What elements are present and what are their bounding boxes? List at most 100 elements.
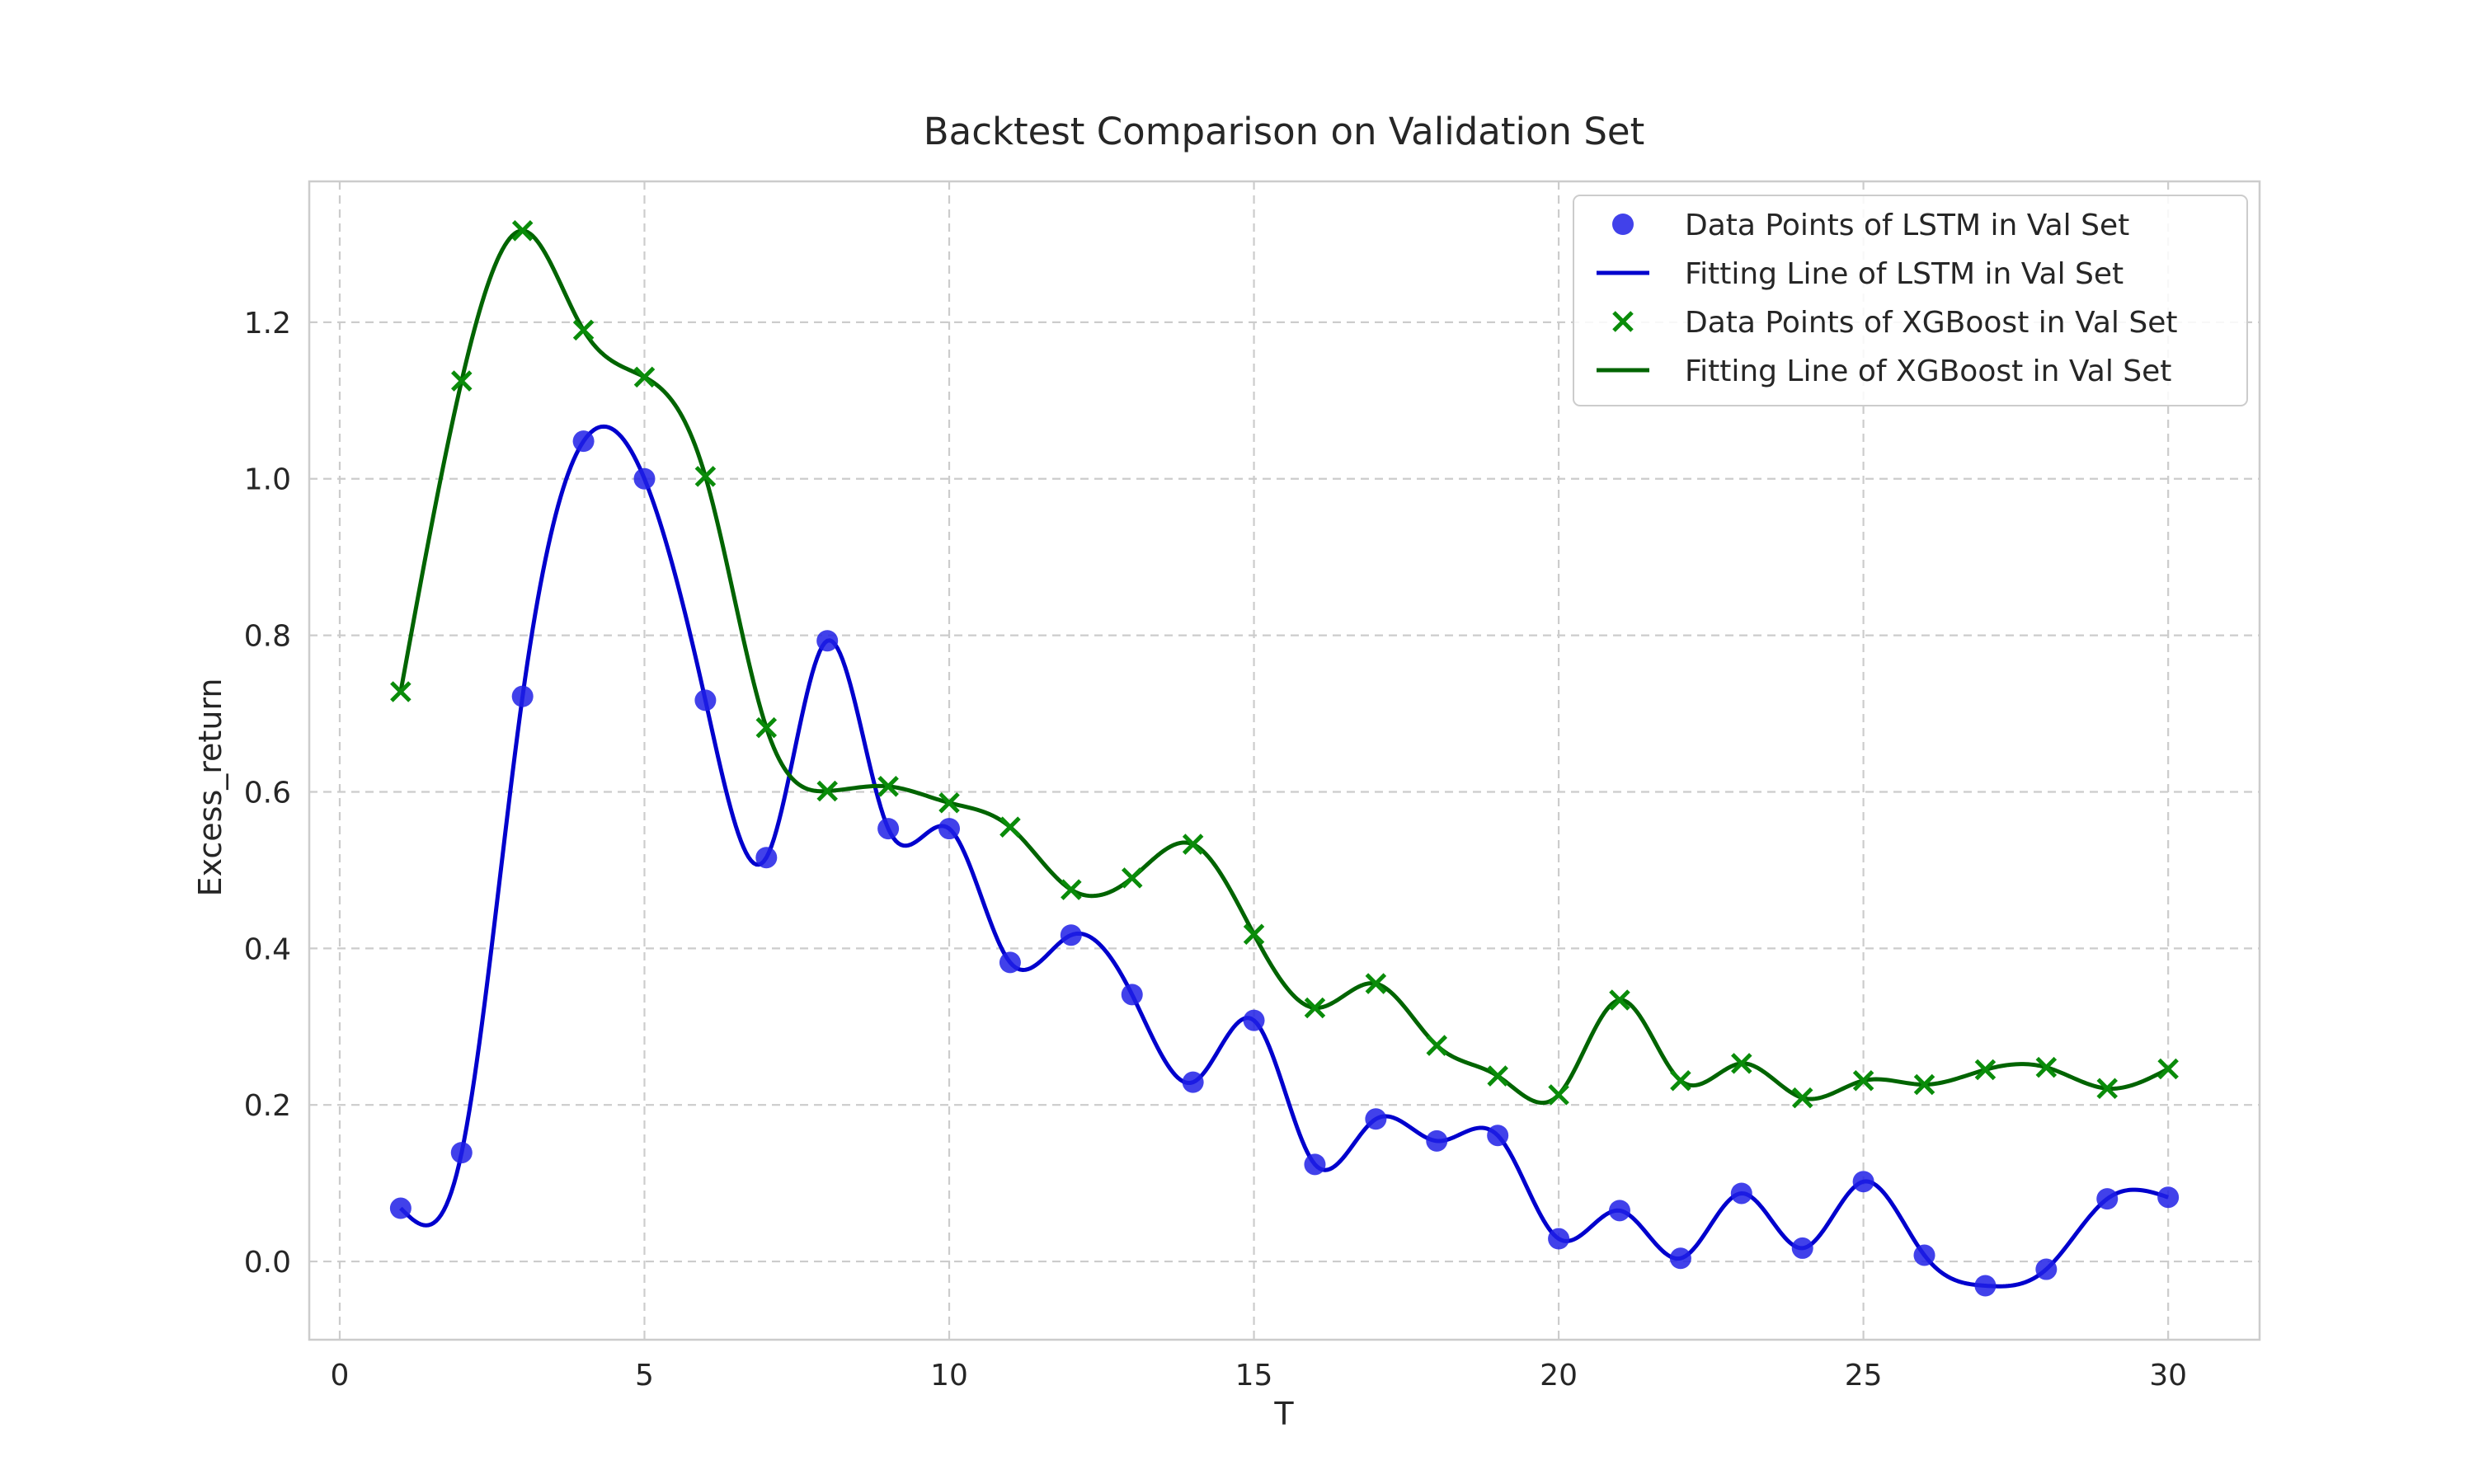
x-marker-stroke xyxy=(1791,1087,1813,1109)
data-points-of-lstm-in-val-set-point xyxy=(1730,1182,1752,1205)
legend-entry-label: Data Points of XGBoost in Val Set xyxy=(1685,306,2177,340)
data-points-of-lstm-in-val-set-point xyxy=(755,847,778,869)
data-points-of-lstm-in-val-set-point xyxy=(1182,1071,1204,1093)
data-points-of-lstm-in-val-set-point xyxy=(572,430,595,453)
data-points-of-lstm-in-val-set-point xyxy=(694,689,717,711)
x-marker-stroke xyxy=(2096,1078,2119,1100)
x-marker-stroke xyxy=(1487,1065,1508,1087)
data-points-of-xgboost-in-val-set-point xyxy=(511,220,534,242)
data-points-of-lstm-in-val-set-point xyxy=(938,818,961,840)
x-marker-stroke xyxy=(1974,1059,1997,1081)
data-points-of-xgboost-in-val-set-point xyxy=(1974,1059,1997,1081)
data-points-of-lstm-in-val-set-point xyxy=(450,1142,473,1164)
data-points-of-lstm-in-val-set-point xyxy=(1304,1153,1326,1176)
x-tick-labels: 0 5 10 15 20 25 30 xyxy=(331,1359,2188,1392)
plot-frame xyxy=(308,180,2261,1341)
data-points-of-xgboost-in-val-set-point xyxy=(1365,973,1387,994)
data-points-of-lstm-in-val-set-point xyxy=(1060,924,1082,946)
x-tick-label: 25 xyxy=(1845,1359,1883,1392)
x-marker-stroke xyxy=(877,776,899,797)
data-points-of-lstm-in-val-set-point xyxy=(2035,1258,2058,1280)
data-points-of-lstm-in-val-set-point xyxy=(877,818,900,840)
y-axis-label: Excess_return xyxy=(192,679,228,897)
x-marker-stroke xyxy=(938,791,960,814)
x-tick-label: 30 xyxy=(2149,1359,2187,1392)
x-marker-stroke xyxy=(390,681,412,702)
data-points-of-xgboost-in-val-set-point xyxy=(1731,1053,1752,1074)
x-marker-stroke xyxy=(1609,989,1630,1011)
data-points-of-xgboost-in-val-set-point xyxy=(633,366,656,388)
y-tick-label: 0.4 xyxy=(244,932,291,966)
x-tick-label: 10 xyxy=(930,1359,968,1392)
y-tick-labels: 0.0 0.2 0.4 0.6 0.8 1.0 1.2 xyxy=(244,307,291,1280)
data-points-of-xgboost-in-val-set-point xyxy=(1913,1073,1935,1096)
x-marker-stroke xyxy=(2157,1058,2179,1080)
legend-entry-label: Fitting Line of XGBoost in Val Set xyxy=(1685,355,2171,388)
data-points-of-xgboost-in-val-set-point xyxy=(877,776,899,797)
x-marker-stroke xyxy=(1852,1070,1874,1092)
y-tick-label: 0.6 xyxy=(244,776,291,810)
data-points-of-xgboost-in-val-set-point xyxy=(2096,1078,2119,1100)
x-marker-stroke xyxy=(1061,879,1082,900)
data-points-of-xgboost-in-val-set-point xyxy=(1182,834,1204,855)
data-points-of-xgboost-in-val-set-point xyxy=(2157,1058,2179,1080)
data-points-of-xgboost-in-val-set-point xyxy=(450,370,473,392)
x-marker-stroke xyxy=(2035,1056,2058,1078)
data-points-of-xgboost-in-val-set-point xyxy=(1852,1070,1874,1092)
data-points-of-xgboost-in-val-set-point xyxy=(1304,997,1326,1019)
data-points-of-xgboost-in-val-set-point xyxy=(1487,1065,1508,1087)
data-points-of-lstm-in-val-set-point xyxy=(1974,1275,1997,1297)
data-points-of-lstm-in-val-set-point xyxy=(389,1197,412,1219)
data-points-of-xgboost-in-val-set-point xyxy=(2035,1056,2058,1078)
data-points-of-lstm-in-val-set-point xyxy=(511,685,534,707)
legend-entry-label: Fitting Line of LSTM in Val Set xyxy=(1685,257,2124,291)
x-tick-label: 5 xyxy=(635,1359,654,1392)
data-points-of-lstm-in-val-set-point xyxy=(1243,1009,1265,1031)
x-tick-label: 0 xyxy=(331,1359,350,1392)
x-marker-stroke xyxy=(1121,867,1143,889)
data-points-of-xgboost-in-val-set-point xyxy=(1670,1070,1691,1092)
y-tick-label: 0.0 xyxy=(244,1246,291,1280)
data-points-of-xgboost-in-val-set-point xyxy=(1061,879,1082,900)
y-tick-label: 0.8 xyxy=(244,620,291,654)
legend-marker-swatch xyxy=(1612,214,1634,235)
legend: Data Points of LSTM in Val Set Fitting Li… xyxy=(1573,195,2248,406)
x-marker-stroke xyxy=(1612,311,1634,332)
data-points-of-xgboost-in-val-set-point xyxy=(755,716,778,739)
y-tick-label: 1.0 xyxy=(244,463,291,497)
data-points-of-lstm-in-val-set-point xyxy=(999,951,1021,974)
legend-entry-label: Data Points of LSTM in Val Set xyxy=(1685,209,2129,242)
x-marker-stroke xyxy=(1426,1035,1448,1056)
x-marker-stroke xyxy=(450,370,473,392)
data-points-of-xgboost-in-val-set-point xyxy=(1121,867,1143,889)
data-points-of-xgboost-in-val-set-point xyxy=(816,780,838,802)
x-marker-stroke xyxy=(816,780,838,802)
y-tick-label: 0.2 xyxy=(244,1089,291,1123)
series-layer xyxy=(389,220,2180,1297)
x-marker-stroke xyxy=(572,319,595,341)
chart-title: Backtest Comparison on Validation Set xyxy=(924,110,1644,153)
data-points-of-lstm-in-val-set-point xyxy=(2096,1188,2119,1210)
data-points-of-xgboost-in-val-set-point xyxy=(390,681,412,702)
x-marker-stroke xyxy=(633,366,656,388)
data-points-of-lstm-in-val-set-point xyxy=(1669,1247,1691,1270)
x-axis-label: T xyxy=(1273,1396,1294,1432)
data-points-of-lstm-in-val-set-point xyxy=(1121,984,1143,1006)
x-marker-stroke xyxy=(1913,1073,1935,1096)
data-points-of-lstm-in-val-set-point xyxy=(1913,1244,1935,1266)
x-marker-stroke xyxy=(1243,923,1265,946)
legend-frame xyxy=(1573,195,2248,406)
data-points-of-lstm-in-val-set-point xyxy=(1548,1228,1570,1250)
x-marker-stroke xyxy=(694,466,717,487)
x-marker-stroke xyxy=(1731,1053,1752,1074)
data-points-of-xgboost-in-val-set-point xyxy=(1243,923,1265,946)
x-marker-stroke xyxy=(1304,997,1326,1019)
x-marker-stroke xyxy=(1365,973,1387,994)
data-points-of-lstm-in-val-set-point xyxy=(2157,1186,2180,1209)
legend-marker-swatch xyxy=(1612,311,1634,332)
x-marker-stroke xyxy=(1182,834,1204,855)
data-points-of-lstm-in-val-set-point xyxy=(816,630,839,652)
x-tick-label: 20 xyxy=(1540,1359,1578,1392)
data-points-of-lstm-in-val-set-point xyxy=(1791,1237,1813,1259)
